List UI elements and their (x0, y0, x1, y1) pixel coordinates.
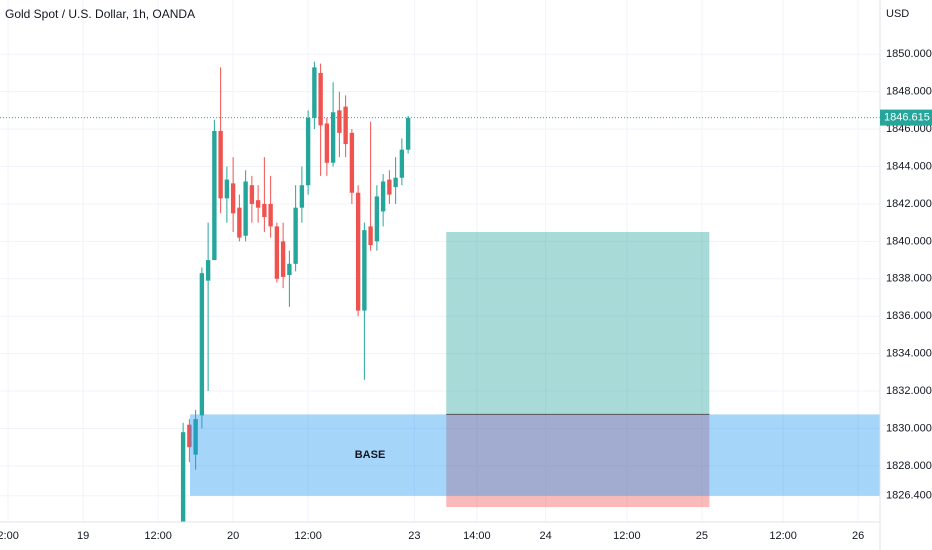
x-tick-label: 25 (696, 530, 708, 542)
x-tick-label: 26 (852, 530, 864, 542)
x-tick-label: 12:00 (769, 530, 797, 542)
y-tick-label: 1844.000 (886, 160, 932, 172)
candle-body (368, 226, 373, 246)
candle-body (193, 419, 198, 455)
y-tick-label: 1842.000 (886, 198, 932, 210)
candle-body (180, 432, 186, 522)
candle-body (243, 181, 248, 236)
zone (446, 232, 710, 415)
candle-body (268, 203, 273, 227)
candle-body (305, 117, 311, 186)
y-tick-label: 1846.000 (886, 123, 932, 135)
candle-body (287, 263, 292, 276)
candle-body (255, 200, 261, 208)
y-tick-label: 1838.000 (886, 273, 932, 285)
candle-body (237, 207, 242, 238)
candle-body (318, 72, 323, 126)
chart-title: Gold Spot / U.S. Dollar, 1h, OANDA (5, 7, 195, 21)
candle-body (249, 185, 255, 204)
candle-body (199, 273, 205, 416)
candle-body (343, 106, 348, 145)
y-tick-label: 1840.000 (886, 235, 932, 247)
y-axis-label: USD (886, 8, 909, 20)
candle-body (387, 179, 392, 195)
candle-body (262, 203, 267, 218)
candle-body (280, 241, 286, 277)
candle-body (218, 130, 223, 199)
y-tick-label: 1848.000 (886, 86, 932, 98)
candle-body (324, 123, 330, 163)
y-tick-label: 1830.000 (886, 422, 932, 434)
y-tick-label: 1832.000 (886, 385, 932, 397)
x-tick-label: 24 (540, 530, 552, 542)
candle-body (380, 181, 386, 212)
x-tick-label: 12:00 (294, 530, 322, 542)
candle-body (224, 179, 230, 199)
x-tick-label: 2:00 (0, 530, 19, 542)
candle-body (399, 149, 405, 178)
candle-body (393, 177, 398, 188)
candle-body (299, 185, 305, 208)
candle-body (330, 112, 336, 163)
candle-body (274, 226, 280, 279)
y-tick-label: 1826.400 (886, 490, 932, 502)
candle-body (187, 424, 192, 448)
zone (446, 414, 710, 508)
y-tick-label: 1828.000 (886, 460, 932, 472)
candle-body (349, 132, 355, 193)
last-price-label: 1846.615 (884, 111, 930, 123)
x-tick-label: 12:00 (613, 530, 641, 542)
last-price-box (880, 109, 932, 126)
y-tick-label: 1836.000 (886, 310, 932, 322)
zone (190, 414, 880, 496)
x-tick-label: 14:00 (463, 530, 491, 542)
candle-body (230, 183, 236, 214)
candle-body (355, 192, 361, 311)
candle-body (312, 67, 317, 118)
candle-body (405, 117, 411, 150)
x-tick-label: 23 (408, 530, 420, 542)
candle-body (362, 230, 367, 311)
x-tick-label: 19 (77, 530, 89, 542)
y-tick-label: 1834.000 (886, 348, 932, 360)
zone-label: BASE (355, 449, 386, 461)
candle-body (374, 196, 380, 242)
x-tick-label: 12:00 (144, 530, 172, 542)
candle-body (205, 260, 211, 281)
candle-body (337, 110, 342, 133)
candle-body (293, 207, 298, 264)
candle-body (212, 130, 217, 261)
x-tick-label: 20 (227, 530, 239, 542)
y-tick-label: 1850.000 (886, 48, 932, 60)
